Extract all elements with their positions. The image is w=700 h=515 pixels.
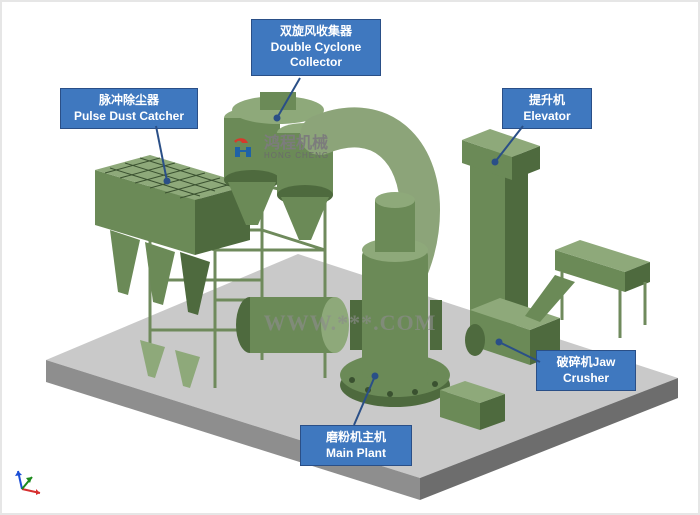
label-crusher: 破碎机Jaw Crusher: [536, 350, 636, 391]
label-cyclone: 双旋风收集器 Double Cyclone Collector: [251, 19, 381, 76]
company-logo: 鸿程机械 HONG CHENG: [232, 136, 329, 160]
logo-text-en: HONG CHENG: [264, 152, 329, 160]
axis-triad-icon: [16, 467, 44, 495]
diagram-canvas: 鸿程机械 HONG CHENG WWW.***.COM 双旋风收集器 Doubl…: [0, 0, 700, 515]
watermark-text: WWW.***.COM: [0, 310, 700, 336]
label-dust: 脉冲除尘器 Pulse Dust Catcher: [60, 88, 198, 129]
logo-mark-icon: [232, 137, 258, 159]
label-elevator: 提升机 Elevator: [502, 88, 592, 129]
logo-text-cn: 鸿程机械: [264, 136, 329, 152]
label-main: 磨粉机主机 Main Plant: [300, 425, 412, 466]
